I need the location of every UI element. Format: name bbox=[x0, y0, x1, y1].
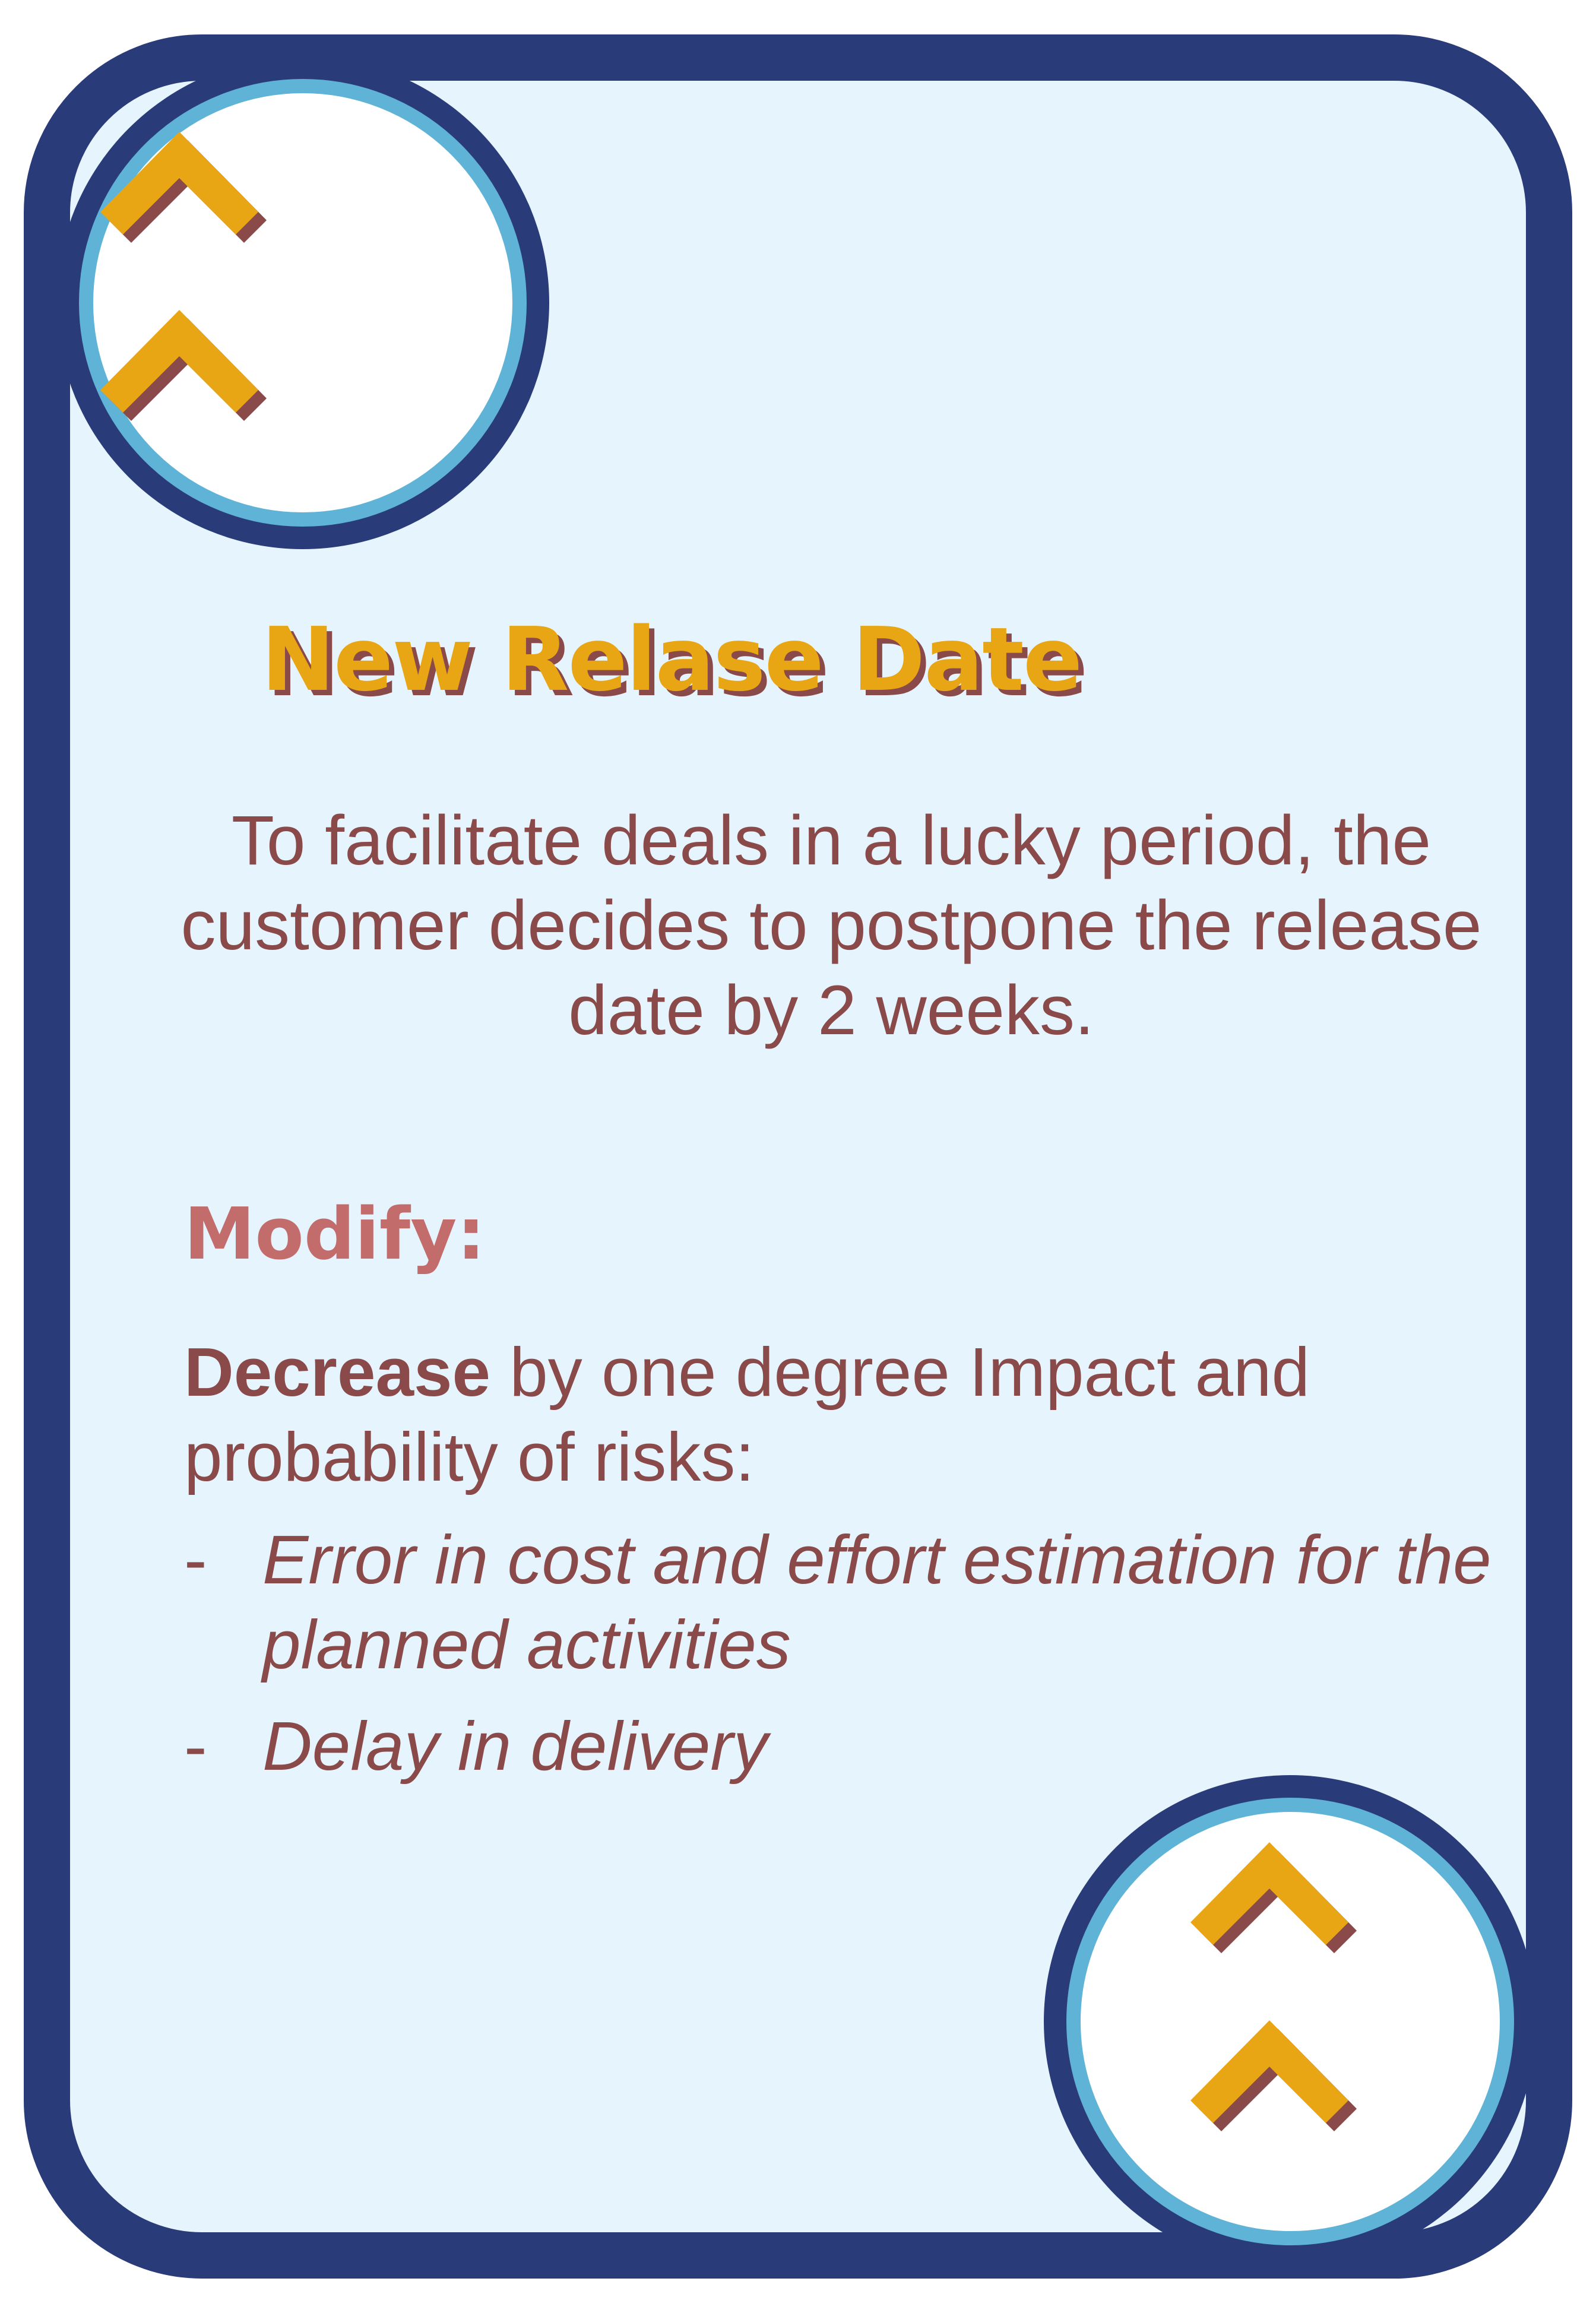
bullet-dash: - bbox=[184, 1521, 207, 1598]
bullet-dash: - bbox=[184, 1707, 207, 1785]
card-title: New Relase Date bbox=[261, 609, 1082, 711]
double-chevron-up-icon bbox=[100, 132, 267, 421]
risk-label: Delay in delivery bbox=[262, 1707, 768, 1785]
risk-list: - Error in cost and effort estimation fo… bbox=[184, 1517, 1520, 1805]
bottom-right-badge bbox=[1044, 1775, 1537, 2268]
effect-description: by one degree Impact and probability of … bbox=[184, 1333, 1310, 1495]
risk-item: - Error in cost and effort estimation fo… bbox=[184, 1517, 1520, 1687]
effect-text: Decrease by one degree Impact and probab… bbox=[184, 1330, 1490, 1500]
modify-heading: Modify: bbox=[184, 1193, 486, 1276]
effect-action: Decrease bbox=[184, 1333, 490, 1411]
double-chevron-up-icon bbox=[1190, 1842, 1357, 2131]
risk-label: Error in cost and effort estimation for … bbox=[262, 1521, 1492, 1683]
top-left-badge bbox=[56, 56, 549, 549]
risk-item: - Delay in delivery bbox=[184, 1704, 1520, 1789]
card-description: To facilitate deals in a lucky period, t… bbox=[180, 801, 1482, 1050]
